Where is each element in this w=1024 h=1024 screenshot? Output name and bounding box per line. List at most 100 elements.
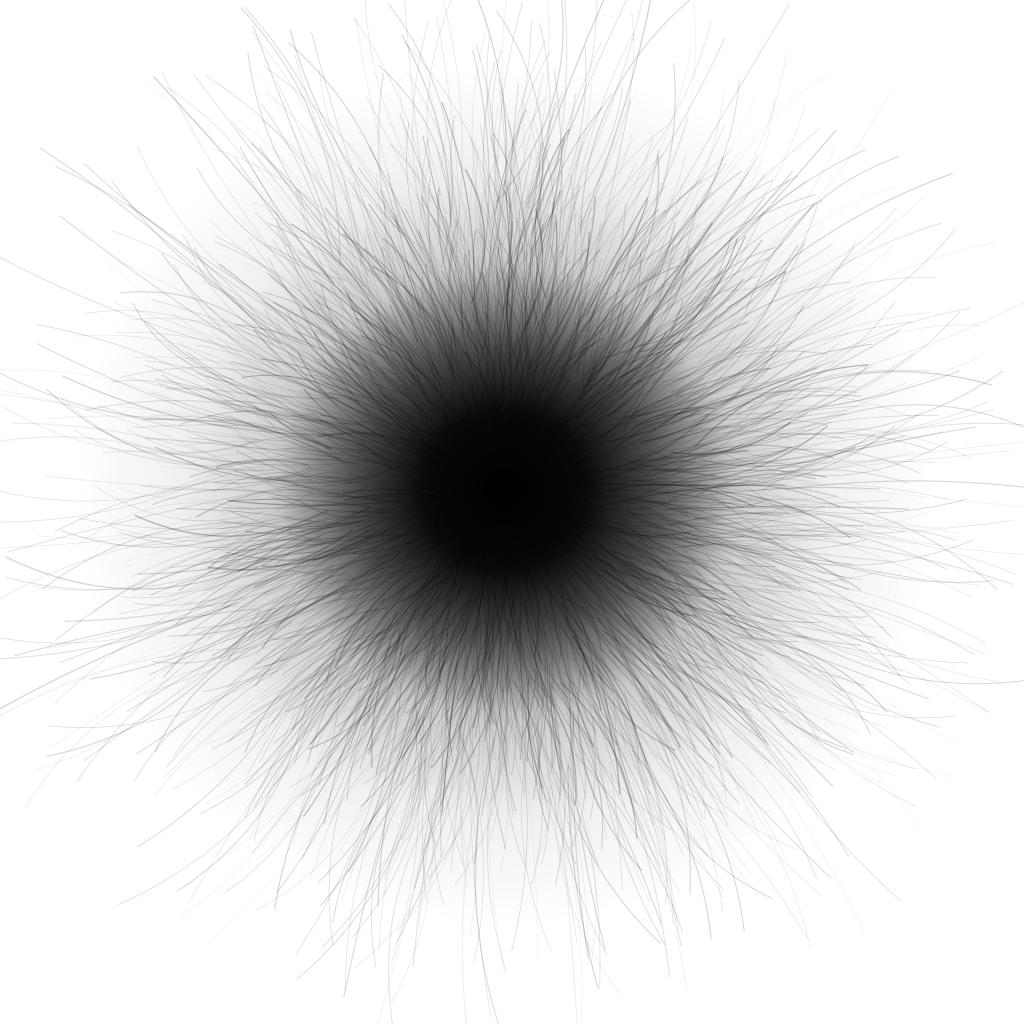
fur-strand [576,652,601,706]
fur-strand [689,370,960,416]
fur-strand [539,342,553,404]
fur-strand [494,264,502,315]
fur-strand [509,73,544,211]
fur-strand [409,260,436,302]
fur-strand [299,552,381,588]
fur-strand [730,448,920,474]
fur-strand [342,519,434,585]
fur-strand [764,584,975,655]
fur-strand [121,544,265,599]
fur-strand [709,558,986,655]
fur-strand [7,484,298,553]
fur-strand [133,558,296,606]
fur-strand [371,624,428,715]
fur-strand [316,491,425,504]
fur-strand [681,237,807,380]
fur-strand [266,519,376,534]
fur-strand [455,718,484,964]
fur-strand [566,37,726,294]
fur-strand [554,563,592,647]
fur-strand [477,0,507,279]
fur-strand [505,336,511,419]
fur-strand [573,469,699,486]
fur-strand [399,114,462,273]
fur-strand [5,560,241,591]
fur-strand [531,570,547,629]
fur-strand [689,96,776,277]
fur-strand [543,599,562,662]
fur-strand [626,302,714,367]
fur-strand [531,245,539,348]
fur-strand [542,345,559,387]
fur-strand [593,406,643,440]
fur-strand [376,580,424,650]
fur-strand [513,660,542,757]
fur-strand [490,20,532,223]
fur-strand [518,0,550,224]
fur-strand [571,272,620,346]
fur-strand [666,587,719,604]
fur-strand [212,543,319,551]
fur-strand [39,147,271,338]
fur-strand [663,644,849,857]
fur-strand [276,80,383,305]
fur-strand [117,488,277,501]
fur-strand [369,594,415,637]
fur-strand [460,756,468,887]
fur-strand [421,272,466,398]
fur-strand [46,389,275,471]
fur-strand [681,620,766,703]
fur-strand [382,325,428,409]
fur-strand [676,711,812,949]
fur-strand [445,653,461,779]
fur-strand [370,746,438,968]
fur-strand [665,295,708,349]
fur-strand [571,335,637,431]
fur-strand [709,432,932,460]
fur-strand [496,1,524,239]
fur-strand [652,3,790,237]
fur-strand [706,626,897,777]
fur-strand [385,253,405,313]
fur-strand [734,489,897,538]
fur-strand [744,573,999,683]
fur-strand [427,687,481,880]
fur-strand [689,658,820,748]
fur-strand [378,65,451,219]
fur-strand [205,754,380,947]
fur-strand [281,567,384,662]
fur-strand [317,716,426,883]
fur-strand [644,170,743,303]
fur-strand [363,528,459,576]
fur-strand [556,436,597,454]
fur-strand [658,191,712,303]
fur-strand [111,180,281,332]
fur-strand [509,168,526,294]
fur-strand [765,328,902,398]
fur-strand [234,156,339,326]
fur-strand [213,148,402,318]
fur-strand [726,244,833,309]
fur-strand [522,0,598,205]
fur-strand [36,324,235,398]
fur-strand [383,339,442,428]
fur-strand [251,739,361,854]
fur-strand [641,697,723,865]
fur-strand [740,222,943,344]
fur-strand [153,76,335,284]
fur-strand [513,660,531,712]
fur-strand [674,578,749,623]
fur-strand [609,761,623,891]
fur-strand [282,448,416,476]
fur-strand [591,530,659,584]
fur-strand [464,556,489,681]
fur-strand [743,281,869,387]
fur-strand [289,29,405,237]
fur-strand [770,542,980,586]
fur-strand [648,407,692,436]
fur-strand [452,655,489,744]
fur-strand [604,538,732,594]
fur-strand [693,511,764,521]
fur-strand [709,630,920,830]
fur-strand [55,166,282,344]
